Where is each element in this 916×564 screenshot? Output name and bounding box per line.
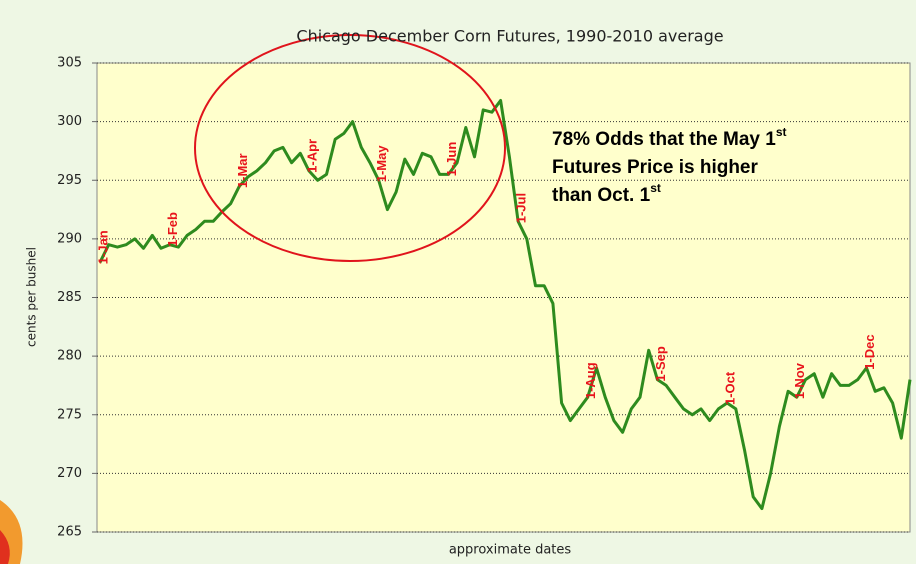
y-tick-label: 280: [57, 349, 82, 364]
y-tick-label: 285: [57, 290, 82, 305]
annotation-text: than Oct. 1: [552, 185, 651, 206]
y-tick-label: 270: [57, 466, 82, 481]
month-label: 1-Apr: [304, 139, 319, 173]
month-label: 1-Jan: [95, 230, 110, 264]
annotation-sup: st: [776, 125, 787, 139]
annotation: Futures Price is higher: [552, 157, 758, 178]
month-label: 1-Aug: [583, 362, 598, 399]
chart-title: Chicago December Corn Futures, 1990-2010…: [296, 27, 723, 46]
annotation: than Oct. 1st: [552, 181, 661, 206]
y-tick-label: 305: [57, 56, 82, 71]
annotation-text: 78% Odds that the May 1: [552, 129, 776, 150]
month-label: 1-Dec: [862, 334, 877, 369]
month-label: 1-Nov: [792, 362, 807, 399]
annotation: 78% Odds that the May 1st: [552, 125, 787, 150]
y-tick-label: 300: [57, 114, 82, 129]
highlight-ellipse: [194, 34, 506, 262]
y-tick-label: 265: [57, 525, 82, 540]
y-axis-label: cents per bushel: [25, 247, 39, 347]
month-label: 1-Jun: [444, 142, 459, 177]
month-label: 1-Oct: [723, 371, 738, 405]
month-label: 1-Sep: [653, 346, 668, 381]
y-tick-label: 290: [57, 231, 82, 246]
decoration: [0, 530, 10, 564]
data-line: [98, 99, 912, 511]
annotation-text: Futures Price is higher: [552, 157, 758, 178]
month-label: 1-Jul: [514, 193, 529, 223]
month-label: 1-May: [374, 145, 389, 183]
y-tick-label: 275: [57, 407, 82, 422]
month-label: 1-Feb: [165, 212, 180, 247]
y-tick-label: 295: [57, 173, 82, 188]
annotation-sup: st: [650, 181, 661, 195]
month-label: 1-Mar: [235, 153, 250, 188]
x-axis-label: approximate dates: [449, 543, 572, 558]
